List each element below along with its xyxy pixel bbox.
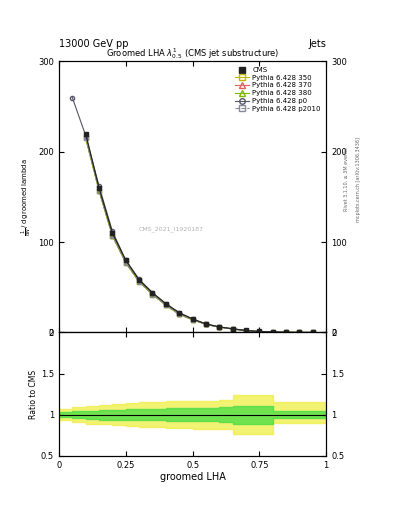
Text: Jets: Jets (309, 38, 326, 49)
Text: CMS_2021_I1920187: CMS_2021_I1920187 (139, 227, 204, 232)
Text: Rivet 3.1.10, ≥ 3M events: Rivet 3.1.10, ≥ 3M events (344, 147, 349, 211)
Text: 13000 GeV pp: 13000 GeV pp (59, 38, 129, 49)
Title: Groomed LHA $\lambda^{1}_{0.5}$ (CMS jet substructure): Groomed LHA $\lambda^{1}_{0.5}$ (CMS jet… (106, 47, 279, 61)
Y-axis label: Ratio to CMS: Ratio to CMS (29, 370, 38, 419)
Text: mcplots.cern.ch [arXiv:1306.3436]: mcplots.cern.ch [arXiv:1306.3436] (356, 137, 361, 222)
Y-axis label: $\frac{1}{\mathrm{d}N}\,/\,\mathrm{d}\,\mathrm{groomed\,lambda}$: $\frac{1}{\mathrm{d}N}\,/\,\mathrm{d}\,\… (20, 158, 34, 236)
X-axis label: groomed LHA: groomed LHA (160, 472, 226, 482)
Legend: CMS, Pythia 6.428 350, Pythia 6.428 370, Pythia 6.428 380, Pythia 6.428 p0, Pyth: CMS, Pythia 6.428 350, Pythia 6.428 370,… (233, 65, 323, 114)
